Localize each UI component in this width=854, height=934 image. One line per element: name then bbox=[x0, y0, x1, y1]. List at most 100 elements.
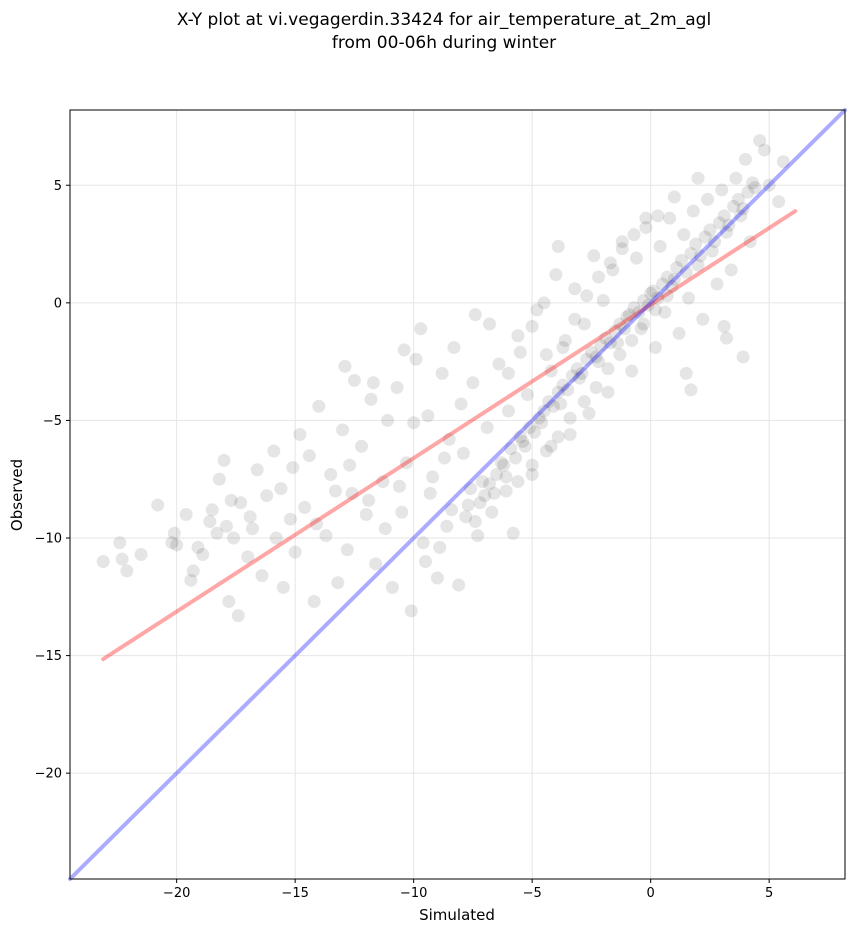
data-point bbox=[719, 225, 733, 239]
data-point bbox=[722, 218, 736, 232]
data-point bbox=[565, 369, 579, 383]
data-point bbox=[364, 392, 378, 406]
data-point bbox=[610, 336, 624, 350]
data-point bbox=[615, 242, 629, 256]
data-point bbox=[762, 178, 776, 192]
data-point bbox=[442, 432, 456, 446]
data-point bbox=[518, 439, 532, 453]
x-axis-label: Simulated bbox=[419, 906, 495, 924]
data-point bbox=[511, 475, 525, 489]
data-point bbox=[584, 345, 598, 359]
data-point bbox=[703, 223, 717, 237]
data-point bbox=[539, 348, 553, 362]
data-point bbox=[757, 143, 771, 157]
y-tick-label: 5 bbox=[54, 179, 62, 194]
data-point bbox=[340, 543, 354, 557]
data-point bbox=[516, 435, 530, 449]
data-point bbox=[525, 458, 539, 472]
data-point bbox=[288, 545, 302, 559]
data-point bbox=[776, 155, 790, 169]
data-point bbox=[471, 529, 485, 543]
data-point bbox=[414, 322, 428, 336]
data-point bbox=[115, 552, 129, 566]
data-point bbox=[693, 249, 707, 263]
data-point bbox=[528, 425, 542, 439]
data-point bbox=[592, 355, 606, 369]
data-point bbox=[625, 364, 639, 378]
y-tick-label: −15 bbox=[35, 649, 62, 664]
data-point bbox=[347, 373, 361, 387]
data-point bbox=[227, 531, 241, 545]
data-point bbox=[338, 359, 352, 373]
data-point bbox=[513, 430, 527, 444]
data-point bbox=[298, 500, 312, 514]
data-point bbox=[359, 507, 373, 521]
data-point bbox=[599, 331, 613, 345]
data-point bbox=[601, 385, 615, 399]
data-point bbox=[319, 529, 333, 543]
data-point bbox=[568, 282, 582, 296]
data-point bbox=[490, 468, 504, 482]
data-point bbox=[724, 263, 738, 277]
data-point bbox=[203, 515, 217, 529]
data-point bbox=[447, 341, 461, 355]
data-point bbox=[293, 428, 307, 442]
data-point bbox=[430, 571, 444, 585]
data-point bbox=[336, 423, 350, 437]
y-tick-label: −20 bbox=[35, 767, 62, 782]
data-point bbox=[746, 176, 760, 190]
data-point bbox=[400, 456, 414, 470]
x-axis: −20 −15 −10 −5 0 5 bbox=[163, 879, 773, 901]
data-point bbox=[575, 366, 589, 380]
data-point bbox=[511, 329, 525, 343]
data-point bbox=[710, 277, 724, 291]
data-point bbox=[525, 468, 539, 482]
data-point bbox=[651, 209, 665, 223]
data-point bbox=[286, 460, 300, 474]
data-point bbox=[421, 409, 435, 423]
data-point bbox=[212, 472, 226, 486]
data-point bbox=[658, 305, 672, 319]
data-point bbox=[734, 209, 748, 223]
data-point bbox=[464, 482, 478, 496]
data-point bbox=[563, 428, 577, 442]
data-point bbox=[478, 489, 492, 503]
data-point bbox=[241, 550, 255, 564]
data-point bbox=[613, 348, 627, 362]
data-point bbox=[276, 580, 290, 594]
data-point bbox=[165, 536, 179, 550]
data-point bbox=[601, 362, 615, 376]
data-point bbox=[217, 453, 231, 467]
data-point bbox=[205, 503, 219, 517]
data-point bbox=[667, 190, 681, 204]
data-point bbox=[269, 531, 283, 545]
data-point bbox=[736, 350, 750, 364]
data-point bbox=[466, 376, 480, 390]
data-point bbox=[577, 317, 591, 331]
data-point bbox=[397, 343, 411, 357]
data-point bbox=[701, 192, 715, 206]
data-point bbox=[395, 505, 409, 519]
identity-line bbox=[68, 108, 847, 881]
data-point bbox=[582, 406, 596, 420]
data-point bbox=[554, 397, 568, 411]
data-point bbox=[456, 446, 470, 460]
data-point bbox=[404, 604, 418, 618]
data-point bbox=[743, 235, 757, 249]
data-point bbox=[625, 333, 639, 347]
data-point bbox=[551, 385, 565, 399]
data-point bbox=[234, 496, 248, 510]
data-point bbox=[409, 352, 423, 366]
data-point bbox=[381, 413, 395, 427]
data-point bbox=[343, 458, 357, 472]
data-point bbox=[445, 503, 459, 517]
x-tick-label: −5 bbox=[523, 886, 542, 901]
data-point bbox=[184, 573, 198, 587]
data-point bbox=[433, 540, 447, 554]
data-point bbox=[717, 209, 731, 223]
data-point bbox=[487, 486, 501, 500]
data-point bbox=[682, 291, 696, 305]
data-point bbox=[587, 249, 601, 263]
data-point bbox=[674, 254, 688, 268]
data-point bbox=[544, 439, 558, 453]
